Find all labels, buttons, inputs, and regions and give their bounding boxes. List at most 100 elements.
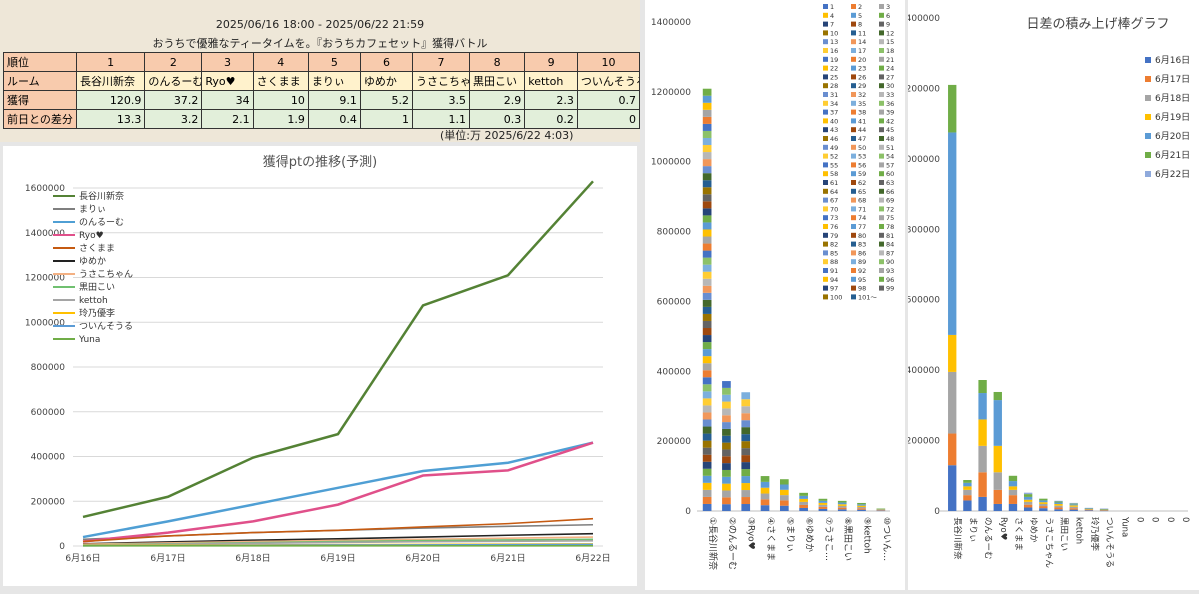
bar-segment: [837, 509, 847, 511]
legend-swatch: [823, 30, 828, 36]
y-tick-label: 800000: [31, 363, 66, 373]
bar-segment: [1023, 492, 1033, 495]
bar-segment: [948, 334, 957, 372]
bar-segment: [760, 476, 770, 482]
legend-label: 18: [886, 47, 894, 55]
legend-swatch: [879, 92, 884, 97]
bar-segment: [702, 116, 712, 124]
legend-label: 11: [858, 29, 866, 37]
legend-swatch: [879, 74, 884, 80]
bar-segment: [702, 384, 712, 392]
y-tick-label: 600000: [657, 297, 692, 307]
bar-segment: [779, 500, 789, 506]
bar-segment: [779, 505, 789, 511]
bar-segment: [1069, 508, 1078, 510]
legend-label: 88: [830, 258, 838, 266]
legend-swatch: [823, 65, 828, 71]
legend-swatch: [879, 241, 884, 247]
bar-segment: [779, 489, 789, 496]
legend-swatch: [823, 268, 828, 273]
bar-segment: [741, 427, 751, 435]
bar-segment: [1099, 508, 1109, 510]
diff-cell: 1.9: [252, 109, 309, 129]
bar-segment: [702, 88, 712, 96]
legend-swatch: [879, 285, 884, 291]
daily-chart-title: 日差の積み上げ棒グラフ: [1026, 17, 1169, 32]
y-tick-label: 1600000: [25, 184, 65, 194]
legend-swatch: [851, 294, 856, 300]
bar-segment: [1039, 503, 1048, 507]
legend-label: 24: [886, 65, 894, 73]
bar-segment: [1054, 502, 1063, 504]
bar-segment: [799, 498, 808, 502]
legend-swatch: [823, 153, 828, 159]
bar-segment: [1054, 500, 1063, 502]
y-tick-label: 1400000: [25, 229, 65, 239]
y-tick-label: 800000: [657, 228, 692, 238]
bar-segment: [722, 435, 731, 443]
bar-segment: [1099, 509, 1109, 511]
ranking-table: 順位 1 2 3 4 5 6 7 8 9 10 ルーム 長谷川新奈 のんるーむ Ryo♥ さくまま まりぃ…: [3, 52, 641, 129]
legend-label: 101～: [858, 293, 877, 301]
rank-cell: 6: [359, 52, 414, 72]
legend-swatch: [851, 4, 856, 9]
legend-swatch: [879, 65, 884, 71]
legend-swatch: [851, 65, 856, 71]
score-cell: 0.7: [576, 90, 641, 110]
bar-segment: [1039, 498, 1048, 501]
bar-segment: [948, 433, 957, 466]
bar-segment: [722, 415, 731, 423]
ranking-panel: 2025/06/16 18:00 - 2025/06/22 21:59 おうちで…: [0, 0, 641, 142]
y-tick-label: 400000: [657, 367, 692, 377]
room-cell: うさこちゃ: [412, 71, 470, 91]
legend-label: 47: [858, 135, 866, 143]
legend-label: 81: [886, 232, 894, 240]
legend-swatch: [851, 109, 856, 115]
bar-segment: [702, 95, 712, 103]
legend-swatch: [879, 268, 884, 273]
legend-label: 26: [858, 73, 866, 81]
bar-segment: [1008, 486, 1018, 490]
bar-segment: [702, 236, 712, 244]
legend-swatch: [851, 83, 856, 89]
bar-segment: [702, 194, 712, 202]
bar-segment: [722, 456, 731, 464]
bar-segment: [702, 349, 712, 357]
rank-cell: 8: [468, 52, 526, 72]
bar-segment: [702, 398, 712, 406]
x-tick-label: 0: [1165, 517, 1175, 522]
rank-cell: 3: [201, 52, 254, 72]
bar-segment: [702, 356, 712, 364]
legend-swatch: [823, 118, 828, 124]
legend-label: 53: [858, 153, 866, 161]
bar-segment: [993, 400, 1002, 446]
legend-label: 78: [886, 223, 894, 231]
legend-label: 98: [858, 285, 866, 293]
legend-label: 56: [858, 161, 866, 169]
row-label-rank: 順位: [3, 52, 77, 72]
legend-label: 玲乃優李: [79, 307, 115, 319]
bar-segment: [1039, 500, 1048, 503]
bar-segment: [837, 507, 847, 510]
legend-label: 5: [858, 12, 862, 20]
legend-label: ついんそうる: [79, 321, 133, 332]
bar-segment: [702, 109, 712, 117]
bar-segment: [702, 152, 712, 160]
bar-segment: [1054, 501, 1063, 503]
x-tick-label: ⑦うさこ…: [823, 517, 834, 561]
legend-label: 2: [858, 3, 862, 11]
x-tick-label: のんるーむ: [983, 517, 993, 560]
legend-swatch: [851, 197, 856, 203]
legend-swatch: [1145, 57, 1151, 63]
bar-segment: [702, 503, 712, 511]
bar-segment: [741, 441, 751, 449]
bar-segment: [978, 419, 987, 446]
legend-label: 39: [886, 109, 894, 117]
legend-swatch: [823, 144, 828, 150]
bar-segment: [1099, 509, 1109, 510]
legend-swatch: [1145, 95, 1151, 101]
legend-label: 50: [858, 144, 866, 152]
bar-segment: [702, 137, 712, 146]
bar-segment: [818, 506, 828, 509]
legend-swatch: [879, 153, 884, 159]
